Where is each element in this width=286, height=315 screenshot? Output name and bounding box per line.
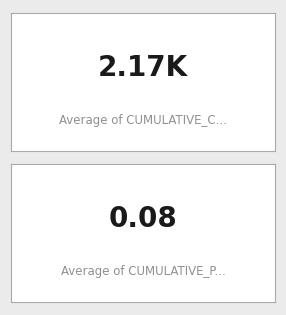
Text: 2.17K: 2.17K <box>98 54 188 82</box>
Text: 0.08: 0.08 <box>109 205 177 233</box>
Text: Average of CUMULATIVE_P...: Average of CUMULATIVE_P... <box>61 266 225 278</box>
Text: Average of CUMULATIVE_C...: Average of CUMULATIVE_C... <box>59 114 227 127</box>
